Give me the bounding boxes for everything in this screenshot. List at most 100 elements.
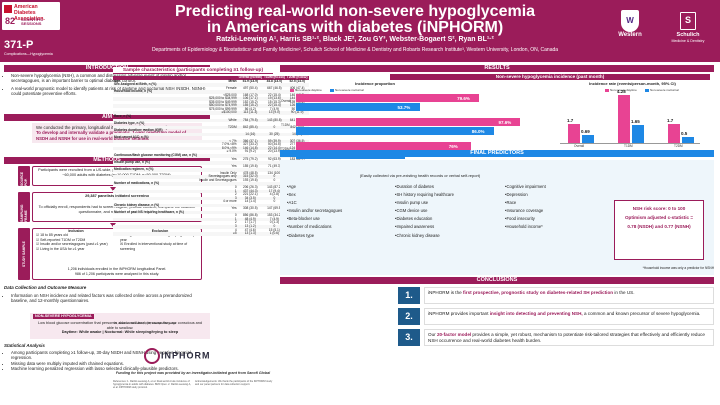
table-cell: 0 (273, 124, 276, 129)
legend-day-1: Non-severe daytime (290, 88, 322, 92)
predictors-col2: Duration of diabetesSH history requiring… (395, 183, 454, 240)
results-heading: RESULTS (280, 65, 714, 72)
table-cell: 0 (273, 177, 276, 182)
table-cell (113, 232, 198, 236)
table-cell: Female (225, 85, 237, 90)
table-cell: <$25,000 (223, 92, 237, 97)
chart1-value-label: 97.6% (498, 119, 512, 125)
table-cell: Most recent A1C, n (%) (114, 135, 149, 140)
inclusion-item: ☑ Insulin and/or secretagogues (past ≥1 … (36, 242, 108, 247)
exclusion-title: Exclusion (151, 229, 169, 233)
side-eligibility: STUDY SAMPLE (18, 228, 30, 280)
conclusion-item: Our 20-factor model provides a simple, y… (424, 329, 714, 346)
table-cell: 8.0%-<9% (221, 145, 237, 150)
predictor-item: Diabetes education (395, 215, 454, 223)
aim-heading: AIM (4, 114, 210, 121)
conclusion-text: iNPHORM is the (428, 290, 463, 295)
table-cell: 307 (36.5) (289, 138, 305, 143)
table-cell: 7 (4.9) (269, 216, 279, 221)
table-cell: 90 (11.9) (290, 110, 304, 115)
acknowledgements: Acknowledgements: We thank the participa… (195, 380, 273, 387)
table-cell: T2DM (227, 124, 237, 129)
table-cell: 667 (46.5) (267, 85, 282, 90)
table-cell: 15 (15.3) (267, 99, 281, 104)
conclusion-text: in the US. (613, 290, 635, 295)
chart1-value-label: 86.0% (471, 128, 485, 134)
table-header-cell (197, 76, 238, 80)
table-row: Medication regimen, n (%) (113, 168, 309, 172)
table-cell: 478 (48.5) (243, 170, 258, 175)
chart1-category-label: T2DM (281, 147, 290, 151)
table-cell: 52.5 (14.5) (289, 78, 305, 83)
source-box (32, 166, 202, 186)
table-cell: < 7% (229, 138, 237, 143)
table-cell: Number of past NS requiring healthcare, … (114, 209, 184, 214)
table-cell: Medication regimen, n (%) (114, 167, 154, 172)
intro-text: Non-severe hypoglycemia (NSH), a common … (4, 73, 210, 97)
chart2-bar (568, 124, 580, 143)
western-logo: W Western (605, 10, 655, 55)
nsh-definition: Low blood glucose concentration that per… (37, 321, 202, 330)
table-cell: 437 (44.3) (243, 188, 258, 193)
table-cell: 71 (49.3) (267, 163, 281, 168)
table-cell: $50,000 to $74,999 (209, 103, 237, 108)
table-cell: 784 (79.5) (243, 117, 258, 122)
table-cell: 17 (1.7) (244, 220, 256, 225)
table-cell: 315 (32.0) (243, 174, 258, 179)
dc-text: Information on NSH incidence and related… (4, 293, 210, 304)
table-cell: Sex Assigned at Birth, n (%) (114, 82, 157, 87)
predictor-item: Impaired awareness (395, 223, 454, 231)
table-cell: Continuous/flash glucose monitoring (CGM… (114, 153, 197, 158)
chart2-category-label: T2DM (674, 144, 683, 148)
chart2-bar (682, 137, 694, 143)
predictor-item: A1C (287, 199, 342, 207)
side-sampling: SAMPLING FRAME (18, 192, 30, 222)
intro-heading: INTRODUCTION (4, 65, 210, 72)
predictor-item: Chronic kidney disease (395, 232, 454, 240)
table-cell: 106 (17.1) (243, 96, 258, 101)
western-shield-icon: W (621, 10, 639, 32)
sa-text: Among participants completing ≥1 follow-… (4, 350, 210, 372)
table-cell: 13 (9.0) (268, 110, 280, 115)
table-cell: 44.8 (14.0) (266, 78, 283, 83)
chart1-bar (296, 94, 480, 102)
conclusion-text: provides a simple, yet robust, mechanism… (428, 332, 705, 343)
table-cell: ≥$100,000 (221, 110, 237, 115)
optimism-label: Optimism adjusted c-statistic = (624, 215, 694, 220)
conclusion-text: Our (428, 332, 437, 337)
table-cell: Yes (231, 206, 237, 211)
ada-logo: American Diabetes Association. 82 SCIENTIF… (2, 2, 60, 30)
table-cell: 4 (2.8) (269, 192, 279, 197)
table-cell: 7.0%-<8% (221, 142, 237, 147)
table-row: Household Income, n (%) (113, 90, 309, 94)
table-cell: Secretagogues only (208, 174, 237, 179)
table-cell: 0 (234, 184, 237, 189)
sa-bullet-3: Machine learning penalized regression wi… (11, 366, 210, 371)
table-cell: 0 (273, 223, 276, 228)
predictor-item: Number of medications (287, 223, 342, 231)
table-row: Age Mean 51.9 (14.9) 44.8 (14.0) 52.5 (14.5) (113, 78, 309, 84)
title-line2: in Americans with diabetes (iNPHORM) (206, 19, 504, 36)
inphorm-logo: INPHORM (143, 348, 211, 364)
methods-heading: METHODS (4, 157, 210, 164)
c-statistic: 0.78 (NSDH) and 0.77 (NSNH) (627, 224, 691, 229)
sampling-n: 29,387 panelists initiated screening (85, 194, 149, 198)
dc-heading: Data Collection and Outcome Measure (4, 285, 87, 290)
table-cell: 22 (15.4) (267, 92, 281, 97)
nsh-definition-box: NON-SEVERE HYPOGLYCEMIA Low blood glucos… (30, 313, 210, 339)
chart1-bar (296, 142, 471, 150)
legend-swatch-night (330, 88, 334, 92)
enrolled-line1: 1,206 individuals enrolled in the iNPHOR… (67, 267, 167, 271)
table-title: Sample characteristics (participants com… (113, 67, 273, 74)
chart1-bar (296, 118, 521, 126)
predictor-item: SH history requiring healthcare (395, 191, 454, 199)
source-text: Participants were recruited from a US-wi… (38, 168, 196, 177)
table-cell: 856 (86.8) (243, 213, 258, 218)
table-cell: 327 (33.2) (243, 142, 258, 147)
conclusions-heading: CONCLUSIONS (280, 277, 714, 284)
table-cell: 7 (4.9) (269, 106, 279, 111)
table-cell: 143 (80.8) (267, 117, 282, 122)
poster-title: Predicting real-world non-severe hypogly… (120, 4, 590, 36)
side-source: SOURCE POP. (18, 166, 30, 186)
chart2-value-label: 1.7 (667, 118, 674, 124)
